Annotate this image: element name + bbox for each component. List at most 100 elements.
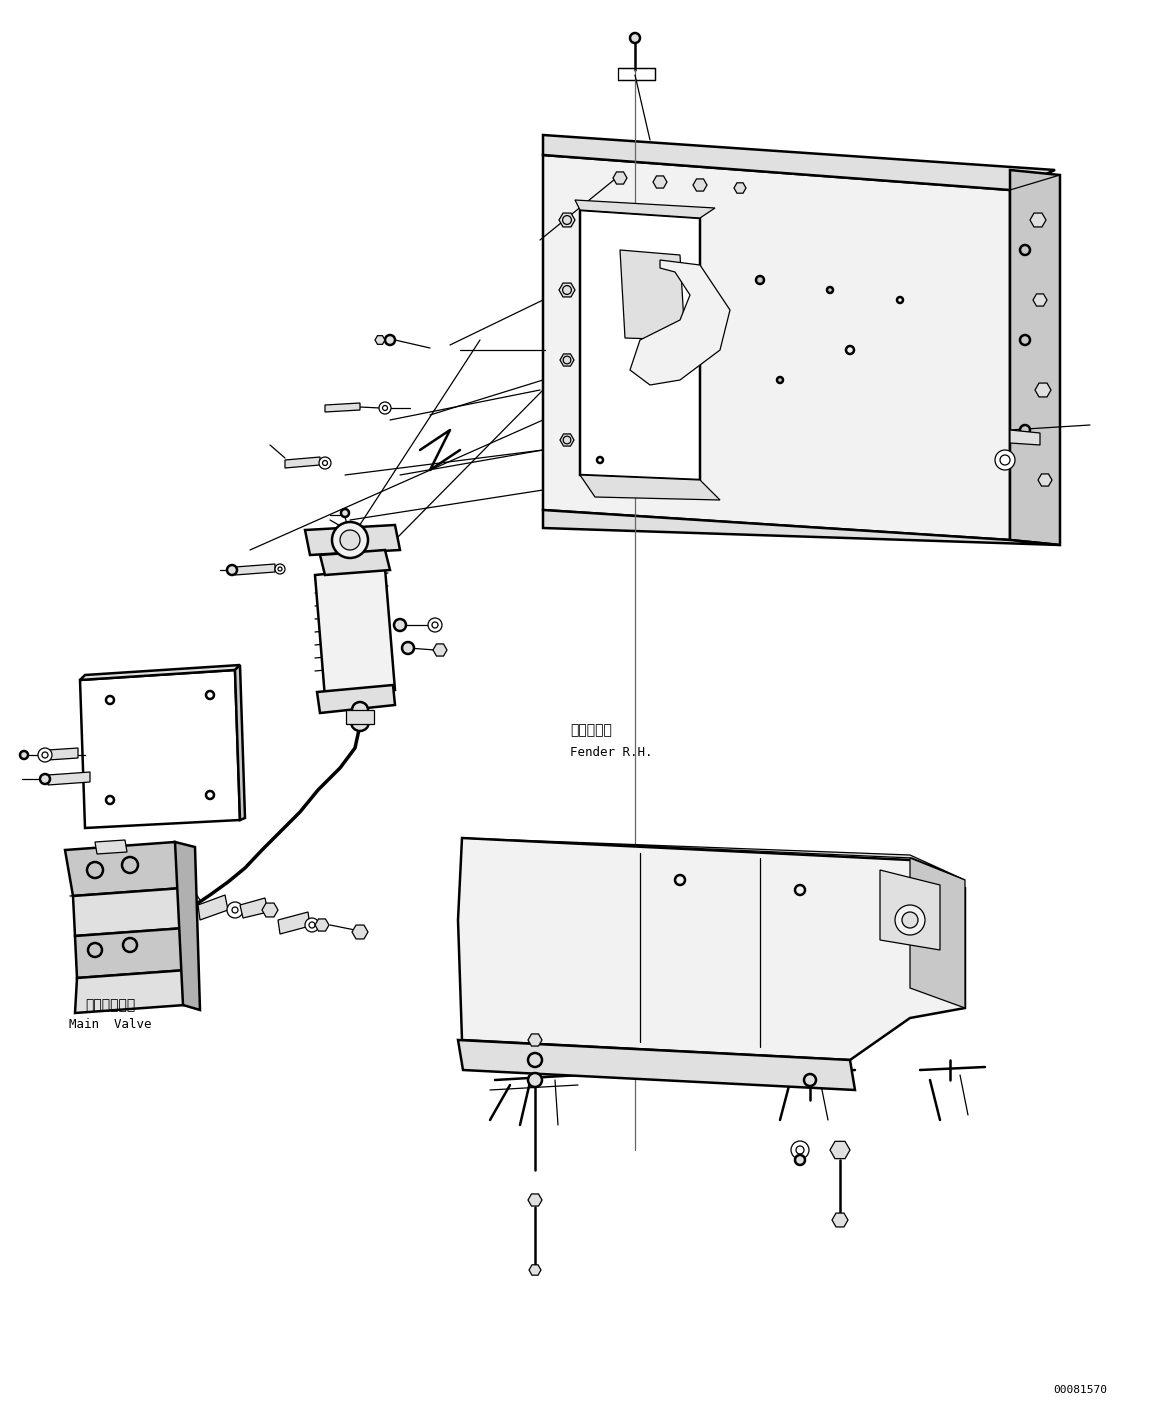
Polygon shape <box>575 200 715 218</box>
Polygon shape <box>65 842 183 896</box>
Polygon shape <box>830 1141 850 1159</box>
Circle shape <box>319 457 331 469</box>
Polygon shape <box>198 895 228 920</box>
Polygon shape <box>73 888 185 936</box>
Polygon shape <box>543 155 1009 540</box>
Circle shape <box>231 908 238 913</box>
Circle shape <box>38 749 52 761</box>
Polygon shape <box>433 644 447 657</box>
Circle shape <box>20 752 28 759</box>
Circle shape <box>795 1156 805 1166</box>
Polygon shape <box>528 1194 542 1207</box>
Polygon shape <box>352 925 368 939</box>
Circle shape <box>379 401 391 414</box>
Circle shape <box>630 33 640 43</box>
Polygon shape <box>285 457 320 468</box>
Circle shape <box>322 461 328 465</box>
Circle shape <box>996 450 1015 469</box>
Text: Main  Valve: Main Valve <box>69 1018 151 1031</box>
Circle shape <box>351 713 369 732</box>
Circle shape <box>756 277 764 284</box>
Polygon shape <box>832 1212 848 1227</box>
Circle shape <box>791 1141 809 1159</box>
Polygon shape <box>1009 170 1059 545</box>
Polygon shape <box>561 354 575 366</box>
Circle shape <box>274 564 285 574</box>
Circle shape <box>1020 335 1030 345</box>
Text: 00081570: 00081570 <box>1053 1385 1107 1395</box>
Polygon shape <box>305 525 400 554</box>
Polygon shape <box>613 172 627 184</box>
Circle shape <box>341 509 349 518</box>
Circle shape <box>431 623 438 628</box>
Polygon shape <box>561 434 575 447</box>
Circle shape <box>1020 425 1030 435</box>
Polygon shape <box>1033 294 1047 306</box>
Circle shape <box>528 1073 542 1088</box>
Polygon shape <box>559 284 575 296</box>
Circle shape <box>804 1073 816 1086</box>
Circle shape <box>402 642 414 654</box>
Polygon shape <box>630 259 730 386</box>
Polygon shape <box>693 179 707 191</box>
Circle shape <box>309 922 315 927</box>
Text: フェンダ右: フェンダ右 <box>570 723 612 737</box>
Circle shape <box>896 905 925 934</box>
Circle shape <box>827 286 833 294</box>
Text: メインバルブ: メインバルブ <box>85 998 135 1012</box>
Circle shape <box>340 530 361 550</box>
Circle shape <box>40 774 50 784</box>
Polygon shape <box>880 871 940 950</box>
Polygon shape <box>320 550 390 576</box>
Polygon shape <box>580 210 700 481</box>
Polygon shape <box>529 1265 541 1275</box>
Ellipse shape <box>350 713 370 723</box>
Circle shape <box>278 567 281 571</box>
Polygon shape <box>580 475 720 501</box>
Polygon shape <box>48 749 78 760</box>
Polygon shape <box>620 250 685 340</box>
Circle shape <box>1020 245 1030 255</box>
Polygon shape <box>278 912 311 934</box>
Polygon shape <box>48 771 90 786</box>
Polygon shape <box>458 838 965 1061</box>
Polygon shape <box>80 665 240 681</box>
Polygon shape <box>315 569 395 698</box>
Polygon shape <box>1039 474 1053 486</box>
Polygon shape <box>324 403 361 413</box>
Circle shape <box>227 902 243 917</box>
Polygon shape <box>262 903 278 917</box>
Polygon shape <box>235 564 274 576</box>
Circle shape <box>305 917 319 932</box>
Circle shape <box>227 564 237 576</box>
Polygon shape <box>374 336 385 345</box>
Circle shape <box>428 618 442 632</box>
Polygon shape <box>543 135 1055 190</box>
Polygon shape <box>347 710 374 725</box>
Polygon shape <box>559 213 575 227</box>
Polygon shape <box>95 839 127 854</box>
Circle shape <box>385 335 395 345</box>
Circle shape <box>352 702 368 718</box>
Polygon shape <box>1009 430 1040 445</box>
Circle shape <box>795 1146 804 1154</box>
Polygon shape <box>458 1039 855 1090</box>
Polygon shape <box>317 685 395 713</box>
Circle shape <box>394 620 406 631</box>
Polygon shape <box>734 183 745 193</box>
Circle shape <box>383 406 387 410</box>
Circle shape <box>42 752 48 759</box>
Polygon shape <box>240 898 267 917</box>
Polygon shape <box>174 842 200 1010</box>
Circle shape <box>528 1054 542 1066</box>
Polygon shape <box>462 838 965 881</box>
Polygon shape <box>1035 383 1051 397</box>
Polygon shape <box>543 510 1059 545</box>
Polygon shape <box>74 927 187 978</box>
Polygon shape <box>652 176 668 189</box>
Polygon shape <box>909 858 965 1008</box>
Circle shape <box>1000 455 1009 465</box>
Polygon shape <box>315 919 329 932</box>
Polygon shape <box>1030 213 1046 227</box>
Circle shape <box>331 522 368 559</box>
